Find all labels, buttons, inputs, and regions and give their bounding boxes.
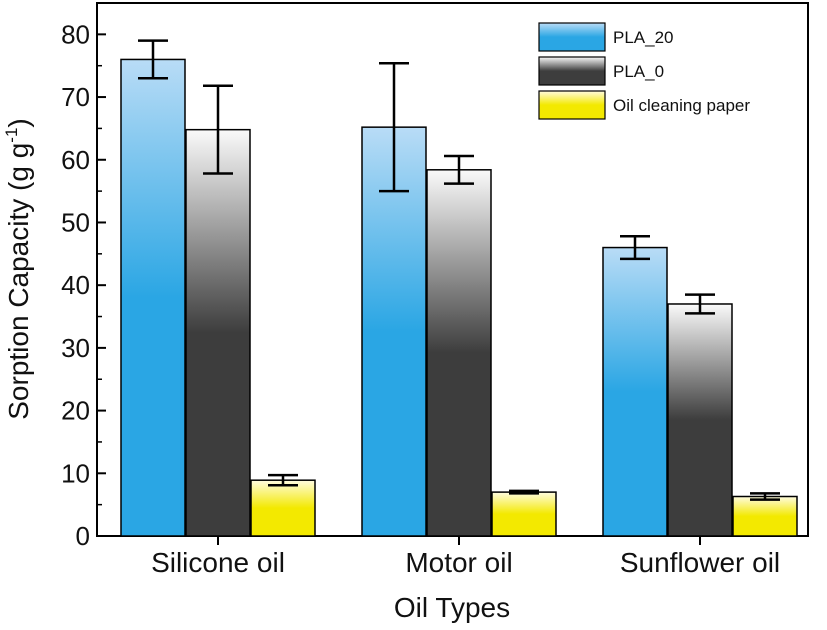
x-tick-label-sunflower-oil: Sunflower oil — [620, 547, 780, 578]
y-tick-label: 10 — [61, 458, 90, 488]
y-tick-label: 40 — [61, 270, 90, 300]
bar-oil-cleaning-paper-sunflower-oil — [732, 495, 798, 537]
error-bar-oil-cleaning-paper-sunflower-oil — [750, 492, 780, 501]
y-axis: 0 10 20 30 40 50 60 70 80 — [61, 19, 106, 551]
x-tick-label-motor-oil: Motor oil — [405, 547, 512, 578]
y-tick-label: 60 — [61, 145, 90, 175]
bar-pla-0-motor-oil — [426, 169, 492, 537]
legend-swatch-oil-cleaning-paper — [538, 90, 606, 120]
bar-oil-cleaning-paper-motor-oil — [491, 491, 557, 537]
error-bar-pla-0-sunflower-oil — [685, 293, 715, 315]
bar-oil-cleaning-paper-silicone-oil — [250, 479, 316, 537]
y-tick-label: 20 — [61, 396, 90, 426]
bar-pla-0-sunflower-oil — [667, 303, 733, 537]
y-tick-label: 30 — [61, 333, 90, 363]
x-axis: Silicone oil Motor oil Sunflower oil — [151, 536, 780, 578]
legend-swatch-pla-20 — [538, 22, 606, 52]
y-axis-title: Sorption Capacity (g g-1) — [2, 118, 34, 420]
error-bar-pla-0-motor-oil — [444, 154, 474, 185]
error-bar-pla-20-silicone-oil — [138, 39, 168, 80]
legend: PLA_20 PLA_0 Oil cleaning paper — [538, 22, 750, 120]
y-axis-title-close: ) — [3, 118, 34, 127]
bar-pla-0-silicone-oil — [185, 128, 251, 537]
bar-pla-20-sunflower-oil — [602, 246, 668, 537]
y-tick-label: 80 — [61, 19, 90, 49]
y-tick-label: 0 — [76, 521, 90, 551]
error-bar-pla-0-silicone-oil — [203, 84, 233, 175]
error-bar-pla-20-motor-oil — [379, 61, 409, 193]
error-bars-layer — [138, 39, 780, 501]
x-tick-label-silicone-oil: Silicone oil — [151, 547, 285, 578]
error-bar-pla-20-sunflower-oil — [620, 235, 650, 261]
y-tick-label: 50 — [61, 207, 90, 237]
legend-swatch-pla-0 — [538, 56, 606, 86]
bar-pla-20-silicone-oil — [120, 58, 186, 537]
y-tick-label: 70 — [61, 82, 90, 112]
legend-label-pla-20: PLA_20 — [613, 28, 674, 47]
error-bar-oil-cleaning-paper-motor-oil — [509, 489, 539, 495]
y-axis-title-superscript: -1 — [2, 128, 21, 143]
legend-label-oil-cleaning-paper: Oil cleaning paper — [613, 96, 750, 115]
bars-layer — [120, 58, 798, 537]
x-axis-title: Oil Types — [394, 592, 510, 623]
legend-label-pla-0: PLA_0 — [613, 62, 664, 81]
error-bar-oil-cleaning-paper-silicone-oil — [268, 473, 298, 487]
y-axis-title-main: Sorption Capacity (g g — [3, 143, 34, 420]
